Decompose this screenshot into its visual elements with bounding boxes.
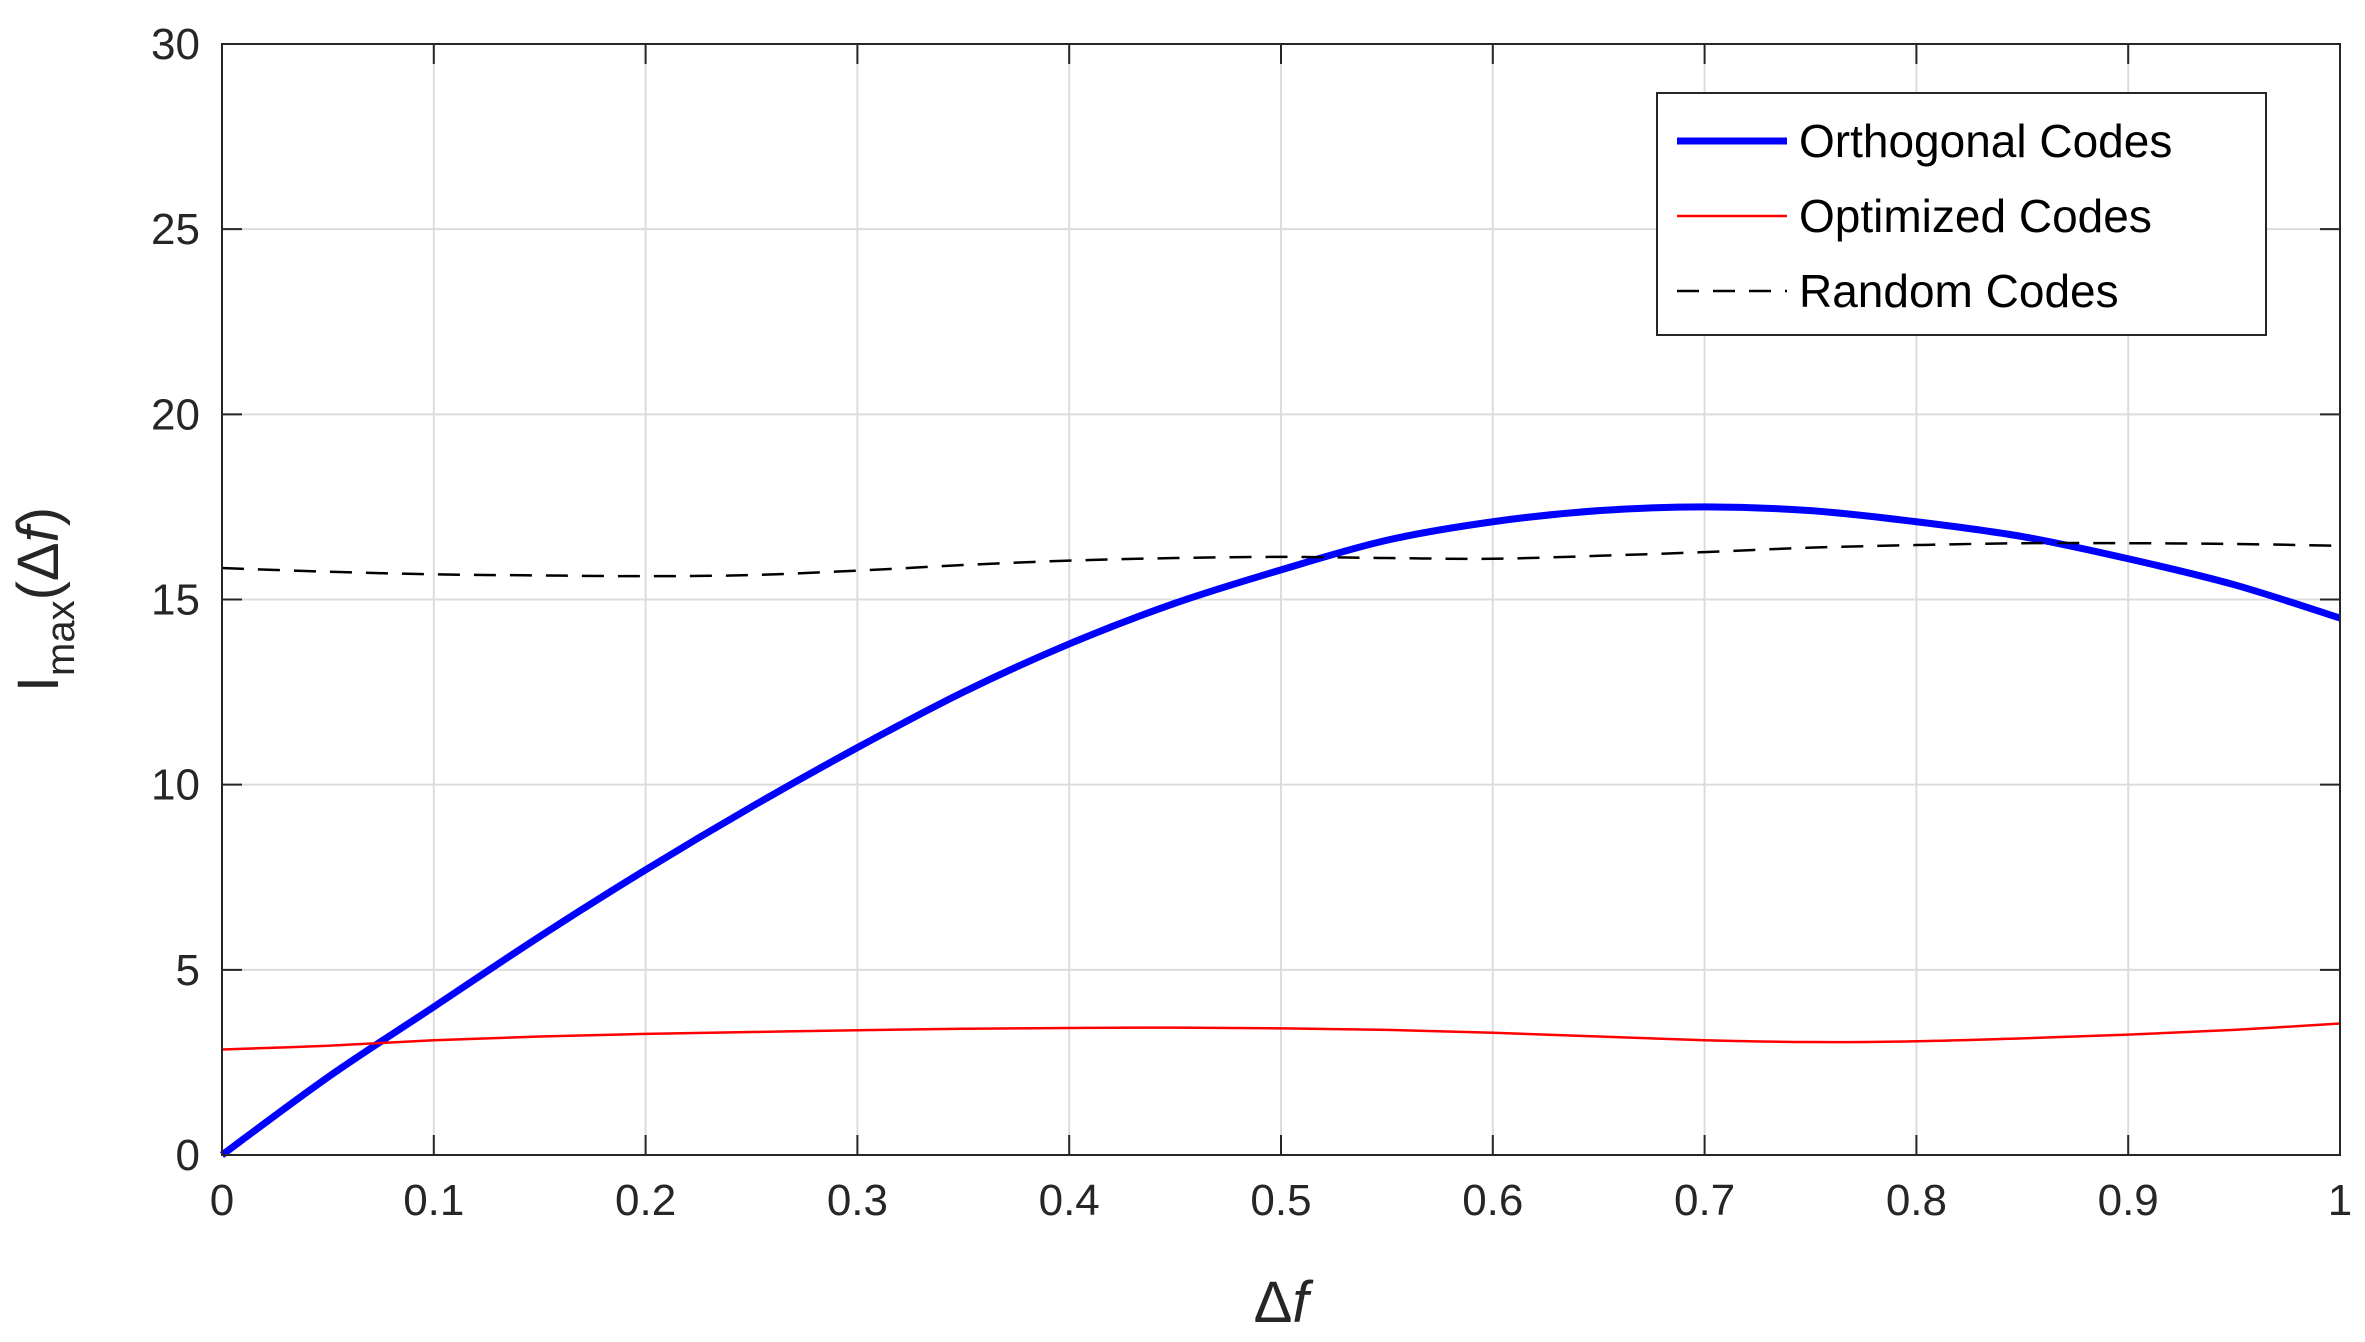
y-tick-label: 20 <box>151 390 200 439</box>
series-line-optimized-codes <box>221 1022 2341 1051</box>
series-lines <box>219 503 2342 1158</box>
y-axis-label-subscript: max <box>39 600 83 676</box>
y-tick-label: 15 <box>151 576 200 625</box>
x-tick-label: 0.4 <box>1039 1176 1100 1225</box>
y-axis-label-close: ) <box>6 507 71 526</box>
legend-label-orthogonal-codes: Orthogonal Codes <box>1799 115 2172 167</box>
x-axis-label: Δf <box>1254 1270 1315 1335</box>
legend-box <box>1656 92 2267 336</box>
series-line-orthogonal-codes <box>219 503 2342 1158</box>
x-axis-label-var: f <box>1292 1270 1314 1335</box>
y-tick-label: 25 <box>151 205 200 254</box>
y-tick-label: 10 <box>151 761 200 810</box>
x-tick-label: 0.9 <box>2098 1176 2159 1225</box>
legend-label-random-codes: Random Codes <box>1799 265 2119 317</box>
legend-label-optimized-codes: Optimized Codes <box>1799 190 2152 242</box>
y-axis-label: Imax(Δf) <box>6 507 83 692</box>
x-tick-label: 0.3 <box>827 1176 888 1225</box>
x-tick-label: 0.7 <box>1674 1176 1735 1225</box>
x-tick-label: 0.6 <box>1462 1176 1523 1225</box>
y-tick-label: 5 <box>176 946 200 995</box>
x-tick-label: 1 <box>2328 1176 2352 1225</box>
y-axis-label-main: I <box>6 676 71 692</box>
legend: Orthogonal Codes Optimized Codes Random Co… <box>1656 92 2267 336</box>
y-tick-label: 0 <box>176 1131 200 1180</box>
x-tick-label: 0 <box>210 1176 234 1225</box>
x-axis-label-delta: Δ <box>1254 1270 1293 1335</box>
x-tick-label: 0.2 <box>615 1176 676 1225</box>
axis-ticks: 0 0.1 0.2 0.3 0.4 0.5 0.6 0.7 0.8 0.9 105101520253… <box>151 20 2352 1225</box>
x-tick-label: 0.8 <box>1886 1176 1947 1225</box>
series-line-random-codes <box>221 541 2341 578</box>
legend-items: Orthogonal Codes Optimized Codes Random Co… <box>1677 115 2172 317</box>
x-tick-label: 0.5 <box>1250 1176 1311 1225</box>
y-axis-label-open: (Δ <box>6 542 71 600</box>
x-tick-label: 0.1 <box>403 1176 464 1225</box>
y-tick-label: 30 <box>151 20 200 69</box>
